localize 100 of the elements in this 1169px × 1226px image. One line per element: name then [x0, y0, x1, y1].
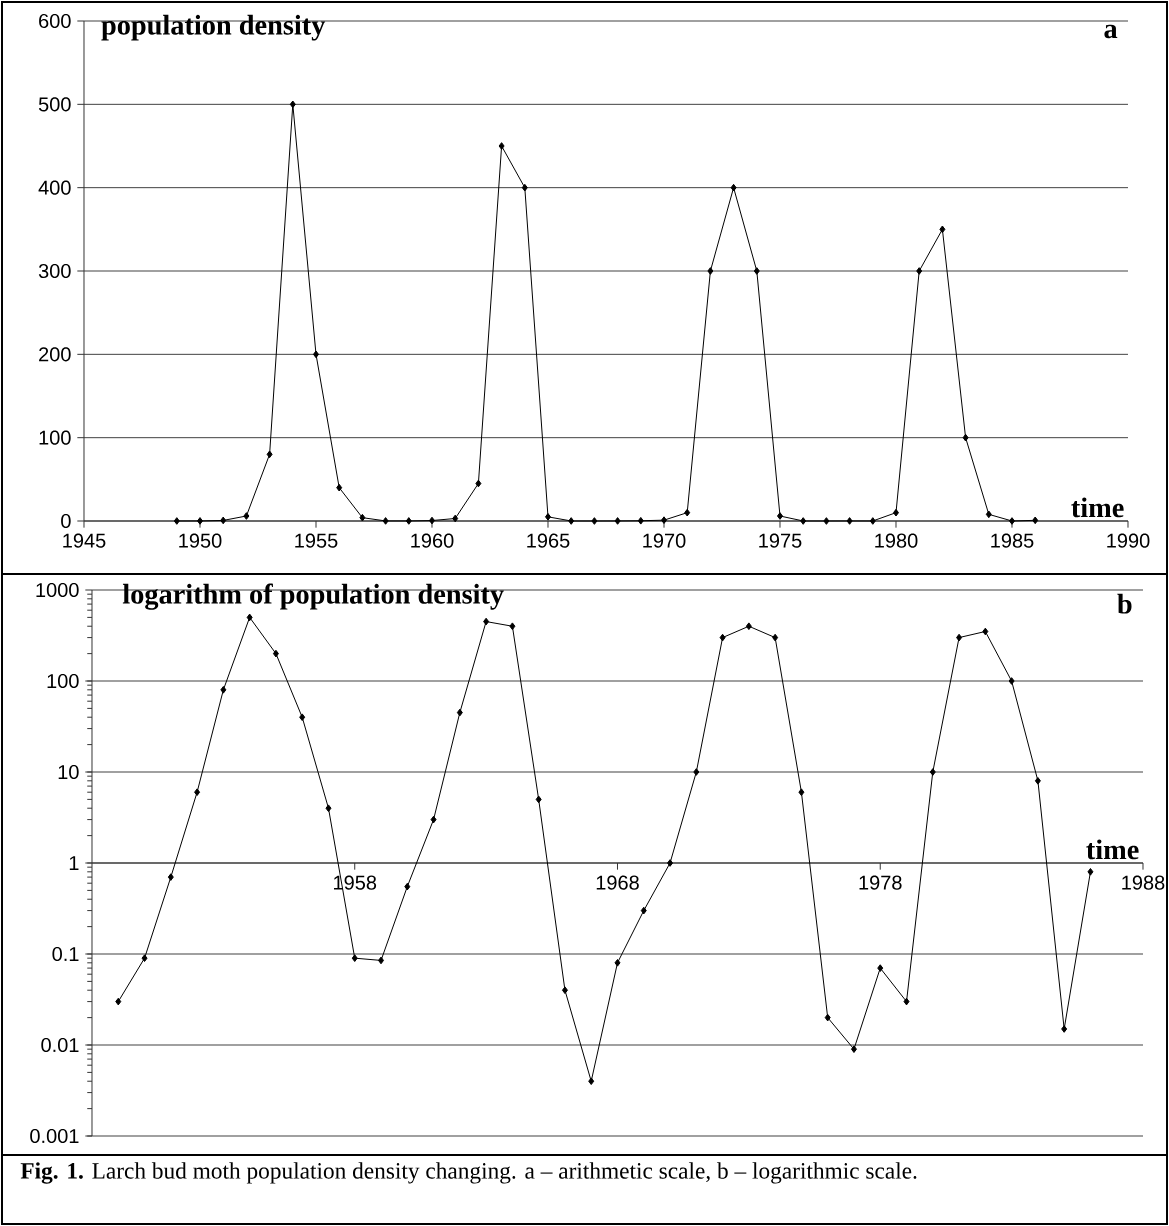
point: [916, 267, 923, 275]
point: [614, 517, 621, 525]
x-tick-label: 1955: [295, 533, 338, 548]
y-tick-label: 0.1: [52, 946, 79, 962]
y-axis-title: population density: [101, 14, 326, 41]
x-tick-label: 1970: [643, 533, 686, 548]
point: [336, 483, 343, 492]
point: [745, 622, 752, 631]
point: [545, 513, 551, 521]
point: [877, 964, 884, 972]
point: [382, 517, 389, 525]
point: [637, 516, 644, 525]
point: [719, 633, 726, 642]
point: [299, 713, 306, 722]
x-tick-label: 1965: [527, 533, 570, 548]
y-tick-label: 100: [47, 673, 79, 689]
point: [929, 768, 936, 776]
point: [246, 613, 253, 622]
x-tick-label: 1978: [859, 875, 902, 890]
annotation: a: [1104, 24, 1118, 39]
point: [351, 954, 358, 962]
point: [667, 859, 674, 867]
point: [823, 517, 830, 525]
point: [405, 517, 412, 525]
point: [640, 906, 647, 915]
x-tick-label: 1958: [334, 875, 377, 890]
point: [197, 517, 203, 525]
x-tick-label: 1990: [1107, 533, 1150, 548]
point: [1061, 1025, 1068, 1033]
point: [850, 1045, 857, 1053]
text: Fig. 1. Larch bud moth population density changing. a – arithmetic scale, b – logarithmic scale.: [20, 1162, 917, 1184]
point: [430, 815, 437, 824]
point: [266, 450, 273, 459]
point: [220, 685, 227, 694]
point: [985, 510, 992, 519]
point: [220, 516, 227, 525]
point: [939, 225, 946, 234]
x-axis-title: time: [1071, 497, 1124, 518]
point: [359, 513, 366, 522]
point: [777, 512, 783, 520]
point: [591, 517, 598, 525]
point: [1008, 677, 1015, 685]
y-tick-label: 300: [38, 263, 71, 279]
point: [378, 956, 385, 965]
point: [661, 516, 667, 524]
point: [456, 708, 463, 717]
point: [956, 633, 963, 642]
x-tick-label: 1950: [179, 533, 222, 548]
point: [452, 514, 459, 523]
point: [509, 622, 516, 631]
point: [846, 517, 853, 525]
point: [684, 508, 691, 517]
y-tick-label: 500: [38, 97, 71, 112]
point: [1009, 517, 1015, 525]
point: [707, 267, 714, 275]
y-tick-label: 600: [39, 13, 71, 29]
point: [535, 795, 542, 804]
point: [561, 986, 568, 995]
x-tick-label: 1975: [759, 533, 802, 548]
y-tick-label: 0.01: [41, 1037, 79, 1053]
point: [962, 433, 969, 442]
x-tick-label: 1960: [411, 533, 454, 548]
point: [115, 997, 122, 1006]
point: [1034, 776, 1041, 785]
y-tick-label: 0.001: [30, 1128, 79, 1144]
point: [289, 100, 296, 109]
y-tick-label: 10: [58, 764, 79, 780]
y-tick-label: 1: [69, 856, 79, 870]
point: [982, 627, 989, 636]
x-tick-label: 1945: [63, 533, 106, 548]
point: [568, 517, 575, 525]
point: [272, 649, 279, 658]
point: [1032, 516, 1039, 525]
x-tick-label: 1985: [991, 533, 1034, 548]
y-tick-label: 200: [39, 347, 71, 362]
point: [588, 1077, 595, 1086]
point: [483, 617, 490, 626]
x-tick-label: 1988: [1122, 875, 1165, 890]
point: [521, 183, 528, 192]
point: [1087, 867, 1094, 876]
x-tick-label: 1968: [596, 875, 639, 890]
annotation: b: [1117, 593, 1132, 614]
point: [772, 633, 779, 642]
point: [194, 788, 201, 797]
point: [404, 882, 411, 891]
point: [824, 1013, 831, 1022]
point: [800, 517, 807, 525]
point: [475, 479, 482, 488]
point: [167, 873, 174, 881]
x-tick-label: 1980: [875, 533, 918, 548]
point: [498, 142, 505, 150]
point: [869, 517, 876, 525]
y-axis-title: logarithm of population density: [122, 583, 504, 610]
y-tick-label: 0: [61, 513, 71, 529]
point: [730, 183, 737, 192]
point: [141, 954, 148, 962]
x-axis-title: time: [1086, 839, 1139, 860]
point: [903, 997, 910, 1006]
y-tick-label: 1000: [36, 582, 79, 598]
point: [614, 958, 621, 967]
